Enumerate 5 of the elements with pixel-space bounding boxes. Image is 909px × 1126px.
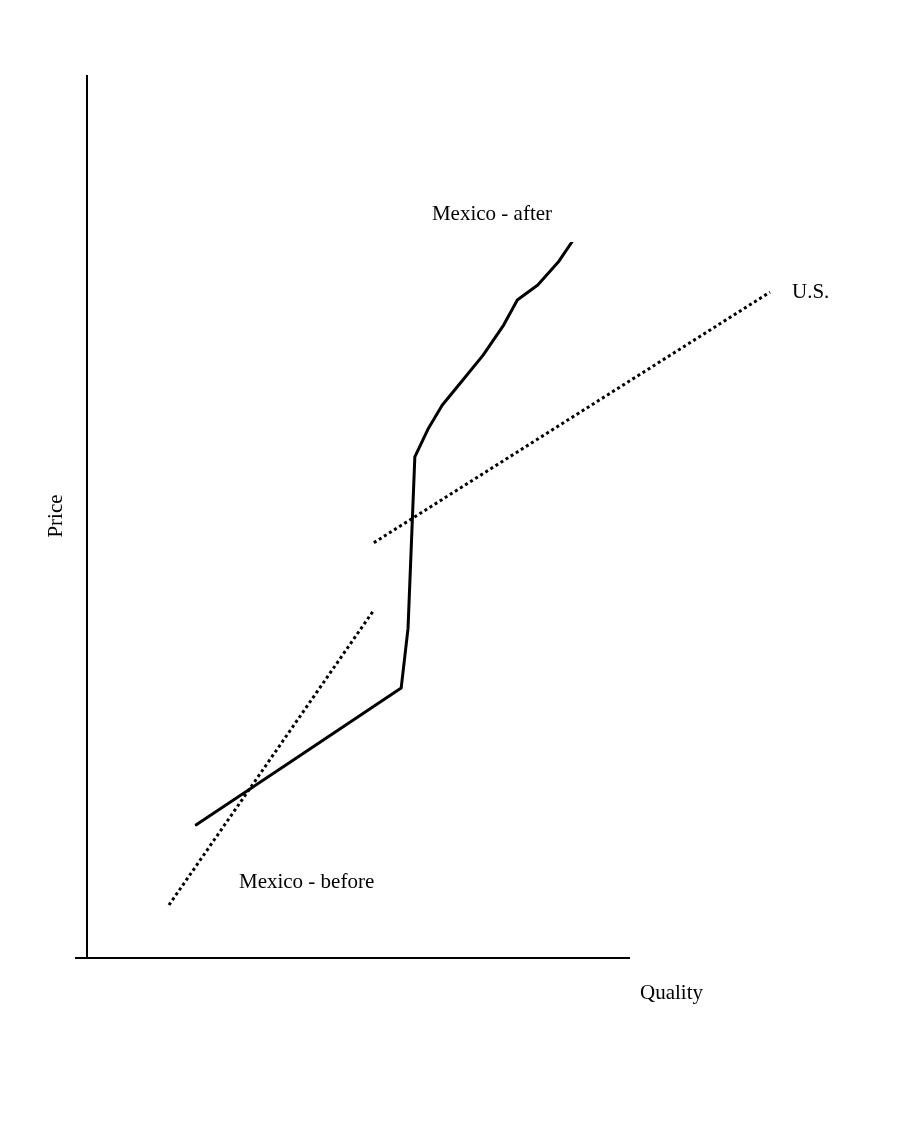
y-axis-title: Price xyxy=(42,494,68,538)
series-label: U.S. xyxy=(792,278,830,303)
x-axis-title: Quality xyxy=(640,980,703,1005)
series-label: Mexico - before xyxy=(238,868,375,893)
series-label: Mexico - after xyxy=(431,200,553,225)
